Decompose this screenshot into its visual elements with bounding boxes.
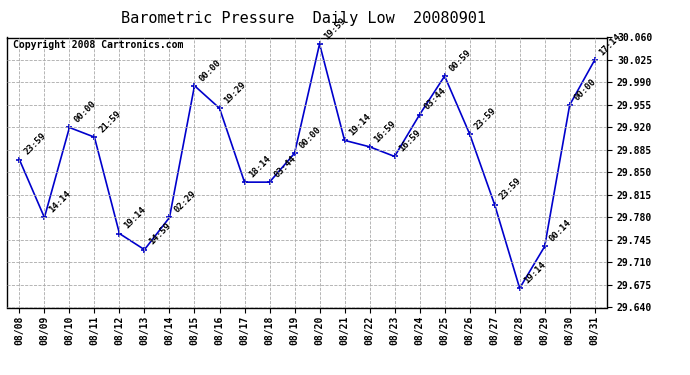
Text: 19:14: 19:14	[347, 112, 373, 138]
Text: 03:44: 03:44	[273, 154, 297, 179]
Text: 00:00: 00:00	[573, 77, 598, 102]
Text: 21:59: 21:59	[97, 109, 123, 134]
Text: 14:14: 14:14	[47, 189, 72, 215]
Text: 16:59: 16:59	[397, 128, 423, 154]
Text: 02:29: 02:29	[172, 189, 197, 215]
Text: 23:59: 23:59	[22, 132, 48, 157]
Text: 00:00: 00:00	[297, 125, 323, 150]
Text: Copyright 2008 Cartronics.com: Copyright 2008 Cartronics.com	[13, 40, 184, 50]
Text: 23:59: 23:59	[497, 177, 523, 202]
Text: 00:14: 00:14	[547, 218, 573, 244]
Text: 17:14: 17:14	[598, 32, 623, 57]
Text: 00:59: 00:59	[447, 48, 473, 73]
Text: 19:29: 19:29	[222, 80, 248, 105]
Text: 00:00: 00:00	[197, 58, 223, 83]
Text: 14:59: 14:59	[147, 222, 172, 247]
Text: 19:59: 19:59	[322, 16, 348, 41]
Text: 19:14: 19:14	[122, 206, 148, 231]
Text: Barometric Pressure  Daily Low  20080901: Barometric Pressure Daily Low 20080901	[121, 11, 486, 26]
Text: 00:00: 00:00	[72, 99, 97, 125]
Text: 16:59: 16:59	[373, 118, 397, 144]
Text: 19:14: 19:14	[522, 260, 548, 285]
Text: 23:59: 23:59	[473, 106, 497, 131]
Text: 18:14: 18:14	[247, 154, 273, 179]
Text: 03:44: 03:44	[422, 87, 448, 112]
